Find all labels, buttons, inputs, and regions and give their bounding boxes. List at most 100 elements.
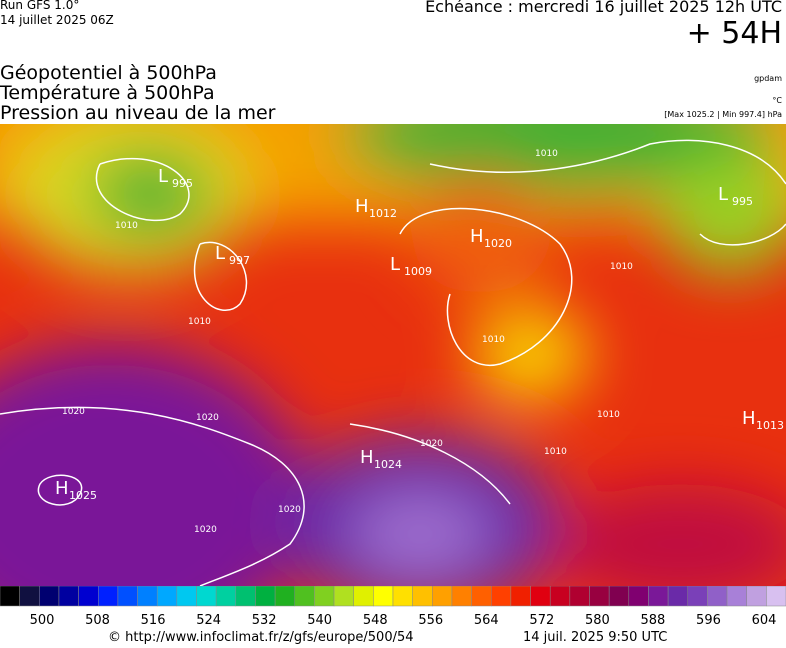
- center-letter: L: [158, 166, 168, 187]
- center-letter: L: [215, 243, 225, 264]
- colorbar-label: 508: [85, 613, 110, 628]
- forecast: Echéance : mercredi 16 juillet 2025 12h …: [425, 0, 782, 16]
- colorbar-swatch: [608, 586, 630, 607]
- isobar-label: 1020: [420, 439, 443, 449]
- center-letter: H: [355, 196, 369, 217]
- colorbar-swatch: [746, 586, 767, 607]
- colorbar-swatch: [628, 586, 649, 607]
- isobars: [0, 139, 786, 586]
- colorbar-label: 596: [696, 613, 721, 628]
- colorbar-swatch: [648, 586, 669, 607]
- center-value: 995: [172, 177, 193, 190]
- colorbar-label: 524: [196, 613, 221, 628]
- colorbar-swatch: [412, 586, 433, 607]
- field: Température à 500hPa: [0, 82, 215, 104]
- colorbar-swatch: [39, 586, 60, 607]
- colorbar: 500 508 516 524 532 540 548 556 564 572 580 588 596 6…: [0, 586, 786, 628]
- isobar-label: 1010: [482, 335, 505, 345]
- isobar-label: 1010: [544, 447, 567, 457]
- isobar-label: 1010: [535, 149, 558, 159]
- colorbar-swatch: [78, 586, 99, 607]
- colorbar-swatch: [353, 586, 374, 607]
- colorbar-swatch: [432, 586, 453, 607]
- colorbar-swatch: [0, 586, 20, 607]
- isobar-label: 1020: [278, 505, 301, 515]
- colorbar-swatch: [392, 586, 413, 607]
- center-value: 1009: [404, 265, 432, 278]
- colorbar-label: 532: [252, 613, 277, 628]
- colorbar-swatch: [589, 586, 610, 607]
- colorbar-swatch: [667, 586, 688, 607]
- center-letter: H: [360, 447, 374, 468]
- center-value: 1012: [369, 207, 397, 220]
- colorbar-swatch: [19, 586, 40, 607]
- colorbar-swatch: [215, 586, 237, 607]
- colorbar-swatch: [255, 586, 276, 607]
- colorbar-label: 580: [585, 613, 610, 628]
- run: Run GFS 1.0°: [0, 0, 80, 12]
- field: Géopotentiel à 500hPa: [0, 62, 217, 84]
- center-value: 997: [229, 254, 250, 267]
- colorbar-label: 500: [30, 613, 55, 628]
- colorbar-label: 540: [307, 613, 332, 628]
- colorbar-swatch: [235, 586, 256, 607]
- isobar-label: 1010: [610, 262, 633, 272]
- colorbar-swatch: [314, 586, 335, 607]
- center-letter: H: [55, 478, 69, 499]
- colorbar-swatch: [373, 586, 394, 607]
- unit: [Max 1025.2 | Min 997.4] hPa: [664, 110, 782, 119]
- colorbar-swatch: [707, 586, 728, 607]
- colorbar-swatch: [176, 586, 197, 607]
- colorbar-swatch: [58, 586, 79, 607]
- run-date: 14 juillet 2025 06Z: [0, 13, 114, 27]
- field: Pression au niveau de la mer: [0, 102, 276, 124]
- isobar-label: 1020: [194, 525, 217, 535]
- colorbar-label: 588: [641, 613, 666, 628]
- colorbar-swatch: [274, 586, 296, 607]
- colorbar-label: 604: [752, 613, 777, 628]
- footer-url: © http://www.infoclimat.fr/z/gfs/europe/…: [108, 630, 414, 645]
- colorbar-swatch: [726, 586, 747, 607]
- colorbar-label: 572: [529, 613, 554, 628]
- colorbar-swatch: [156, 586, 178, 607]
- center-letter: L: [390, 254, 400, 275]
- colorbar-label: 548: [363, 613, 388, 628]
- unit: °C: [772, 96, 782, 105]
- colorbar-swatch: [569, 586, 590, 607]
- center-value: 1013: [756, 419, 784, 432]
- colorbar-label: 556: [418, 613, 443, 628]
- center-letter: H: [742, 408, 756, 429]
- colorbar-swatch: [98, 586, 119, 607]
- colorbar-label: 564: [474, 613, 499, 628]
- colorbar-swatch: [294, 586, 315, 607]
- colorbar-label: 516: [141, 613, 166, 628]
- isobar-label: 1010: [188, 317, 211, 327]
- colorbar-swatch: [451, 586, 472, 607]
- field-shading: [0, 124, 786, 586]
- colorbar-swatch: [549, 586, 571, 607]
- center-value: 1025: [69, 489, 97, 502]
- isobar-label: 1010: [597, 410, 620, 420]
- unit: gpdam: [754, 74, 782, 83]
- colorbar-swatch: [333, 586, 354, 607]
- colorbar-swatch: [137, 586, 158, 607]
- lead: + 54H: [686, 16, 782, 51]
- colorbar-swatch: [510, 586, 531, 607]
- footer-time: 14 juil. 2025 9:50 UTC: [523, 630, 668, 645]
- center-value: 1020: [484, 237, 512, 250]
- colorbar-swatch: [766, 586, 786, 607]
- isobar-label: 1020: [62, 407, 85, 417]
- center-letter: L: [718, 184, 728, 205]
- isobar-label: 1020: [196, 413, 219, 423]
- center-letter: H: [470, 226, 484, 247]
- center-value: 1024: [374, 458, 402, 471]
- colorbar-swatch: [491, 586, 512, 607]
- colorbar-swatch: [530, 586, 551, 607]
- colorbar-swatch: [117, 586, 138, 607]
- colorbar-swatch: [196, 586, 217, 607]
- center-value: 995: [732, 195, 753, 208]
- colorbar-swatch: [687, 586, 708, 607]
- colorbar-swatch: [471, 586, 492, 607]
